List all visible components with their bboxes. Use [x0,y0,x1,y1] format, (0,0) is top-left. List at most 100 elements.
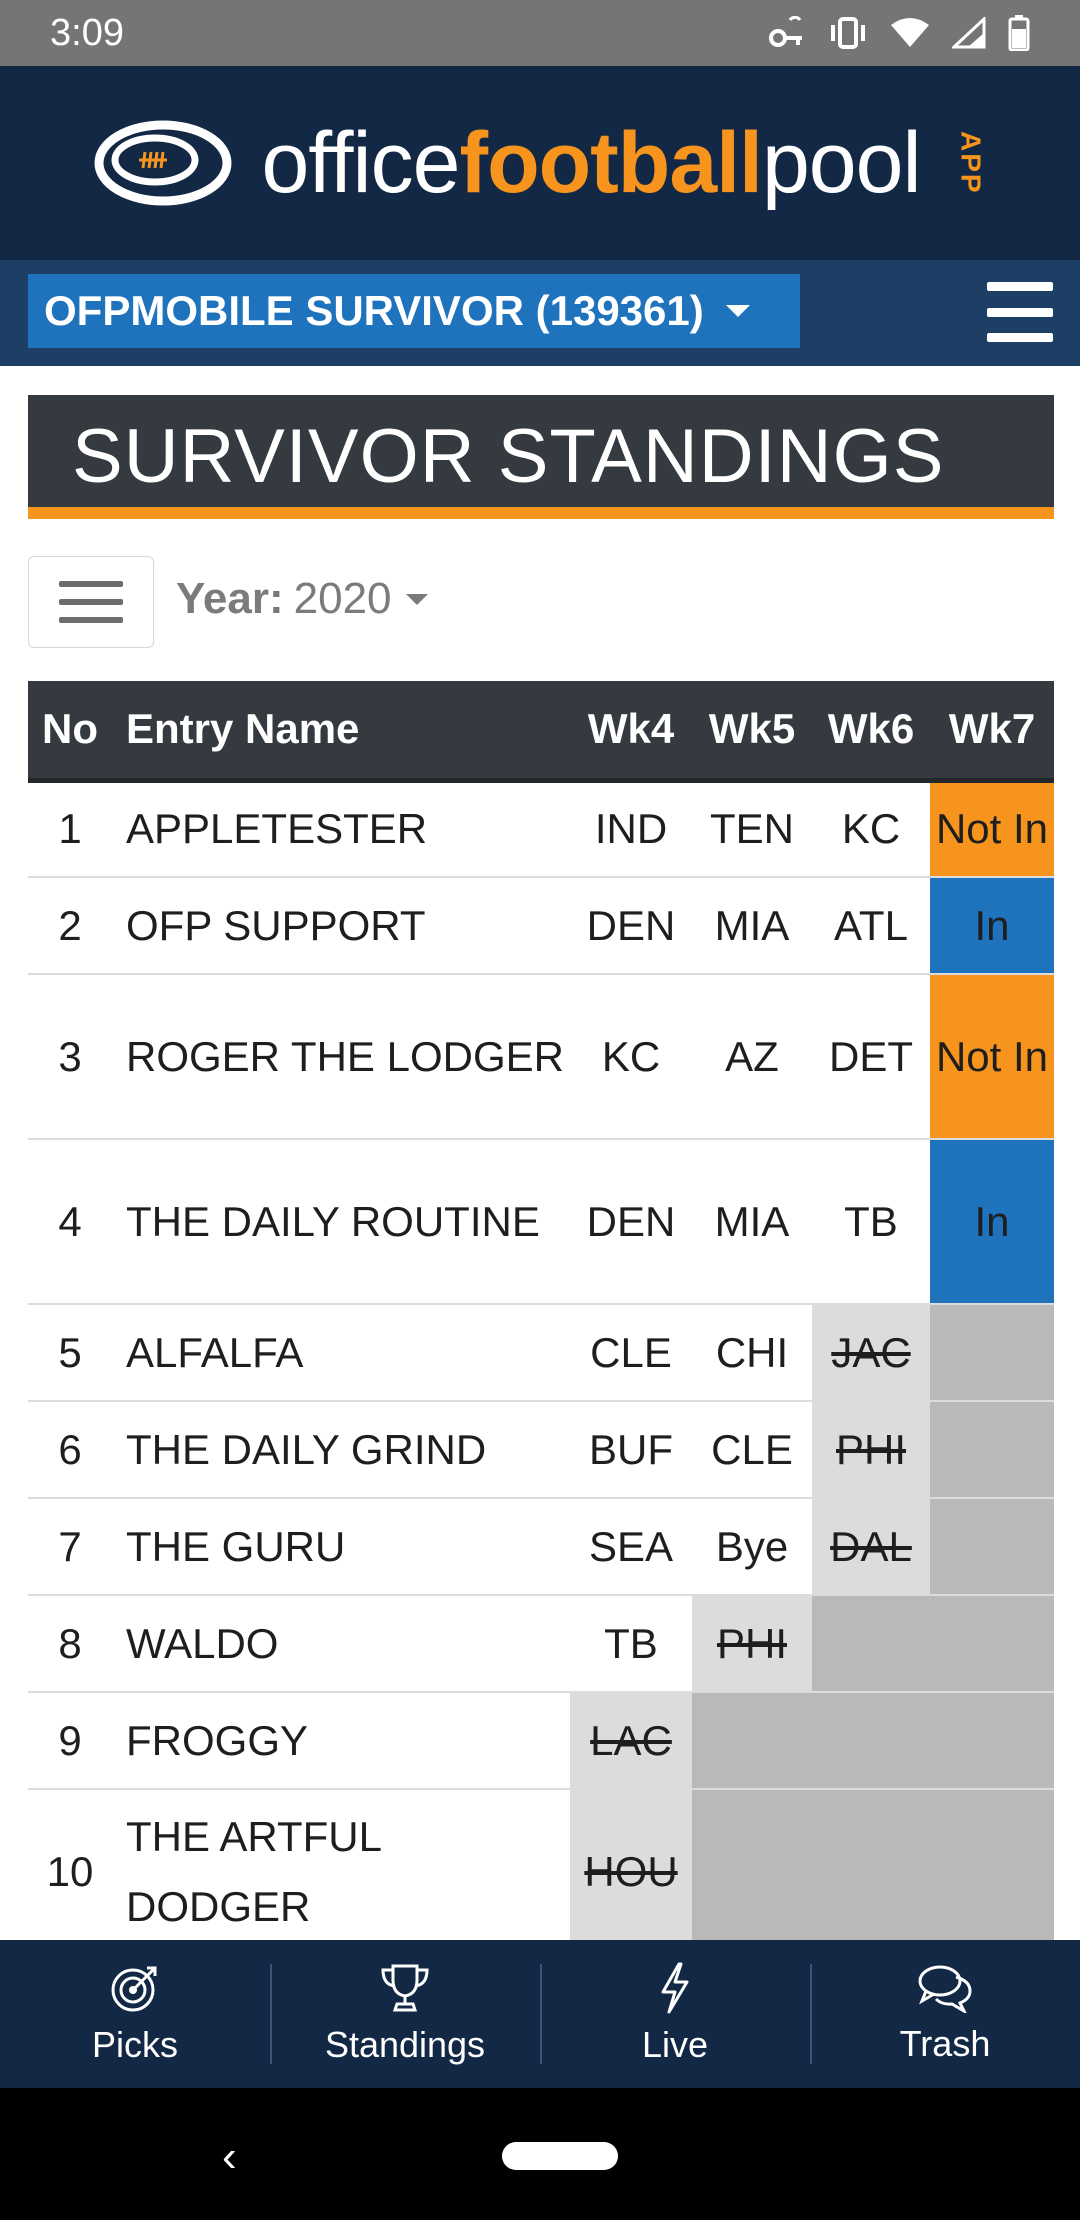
table-row[interactable]: 9 FROGGY LAC [28,1691,1054,1789]
nav-trash-label: Trash [899,2023,991,2064]
league-dropdown[interactable]: OFPMOBILE SURVIVOR (139361) [28,274,800,348]
eliminated-pick-wk6: JAC [812,1303,930,1401]
logo-pool-text: pool [761,115,922,211]
nav-live[interactable]: Live [540,1940,810,2088]
table-row[interactable]: 3 ROGER THE LODGER KC AZ DET Not In [28,973,1054,1139]
nav-standings[interactable]: Standings [270,1940,540,2088]
nav-standings-label: Standings [324,2024,486,2065]
eliminated-cell-wk7 [930,1400,1054,1498]
entry-name[interactable]: THE GURU [112,1497,570,1595]
nav-picks[interactable]: Picks [0,1940,270,2088]
row-number: 9 [28,1691,112,1789]
row-number: 7 [28,1497,112,1595]
row-number: 2 [28,876,112,974]
pick-wk5: CHI [692,1303,812,1401]
table-row[interactable]: 5 ALFALFA CLE CHI JAC [28,1303,1054,1401]
pick-wk4: DEN [570,1138,692,1304]
year-value: 2020 [293,574,392,623]
eliminated-pick-wk4: HOU [570,1788,692,1954]
entry-name[interactable]: ALFALFA [112,1303,570,1401]
back-icon[interactable]: ‹ [222,2132,237,2181]
eliminated-cell-wk7 [930,1691,1054,1789]
pick-wk5: MIA [692,876,812,974]
nav-trash[interactable]: Trash [810,1940,1080,2088]
entry-name[interactable]: FROGGY [112,1691,570,1789]
row-number: 4 [28,1138,112,1304]
pick-wk6: TB [812,1138,930,1304]
pick-wk5: Bye [692,1497,812,1595]
column-header-no[interactable]: No [28,681,112,783]
pick-status-wk7: Not In [930,973,1054,1139]
home-pill-icon[interactable] [502,2142,618,2170]
menu-icon[interactable] [987,282,1053,342]
column-header-wk6[interactable]: Wk6 [812,681,930,783]
status-bar: 3:09 [0,0,1080,66]
eliminated-cell-wk5 [692,1788,812,1954]
eliminated-cell-wk6 [812,1788,930,1954]
eliminated-cell-wk7 [930,1303,1054,1401]
logo-office-text: office [261,115,460,211]
logo-football-text: football [459,115,762,211]
logo-app-badge: APP [955,131,987,195]
row-number: 10 [28,1788,112,1954]
column-header-wk7[interactable]: Wk7 [930,681,1054,783]
eliminated-pick-wk6: DAL [812,1497,930,1595]
logo-wordmark: officefootballpool [261,120,921,206]
eliminated-cell-wk5 [692,1691,812,1789]
table-row[interactable]: 10 THE ARTFUL DODGER HOU [28,1788,1054,1954]
table-header-row: No Entry Name Wk4 Wk5 Wk6 Wk7 [28,681,1054,783]
eliminated-pick-wk4: LAC [570,1691,692,1789]
row-number: 1 [28,779,112,877]
table-row[interactable]: 6 THE DAILY GRIND BUF CLE PHI [28,1400,1054,1498]
table-row[interactable]: 7 THE GURU SEA Bye DAL [28,1497,1054,1595]
entry-name[interactable]: THE ARTFUL DODGER [112,1788,570,1954]
bottom-nav: Picks Standings Live Trash [0,1940,1080,2088]
table-row[interactable]: 8 WALDO TB PHI [28,1594,1054,1692]
nav-picks-label: Picks [91,2024,178,2065]
pick-wk4: IND [570,779,692,877]
target-icon [111,1966,157,2012]
pick-wk6: ATL [812,876,930,974]
entry-name[interactable]: THE DAILY GRIND [112,1400,570,1498]
pick-wk4: KC [570,973,692,1139]
pick-status-wk7: Not In [930,779,1054,877]
caret-down-icon [725,305,750,317]
table-row[interactable]: 1 APPLETESTER IND TEN KC Not In [28,779,1054,877]
eliminated-pick-wk6: PHI [812,1400,930,1498]
pick-wk5: AZ [692,973,812,1139]
eliminated-cell-wk6 [812,1594,930,1692]
filter-menu-button[interactable] [28,556,154,648]
page-title-block: SURVIVOR STANDINGS [28,395,1054,519]
standings-table: No Entry Name Wk4 Wk5 Wk6 Wk7 1 APPLETES… [28,681,1054,1954]
nav-live-label: Live [641,2024,709,2065]
wifi-icon [891,18,929,47]
entry-name[interactable]: ROGER THE LODGER [112,973,570,1139]
pick-status-wk7: In [930,1138,1054,1304]
cell-signal-icon [952,17,986,49]
eliminated-cell-wk7 [930,1594,1054,1692]
chat-bubbles-icon [918,1965,972,2013]
year-label: Year: [176,574,284,623]
column-header-entry-name[interactable]: Entry Name [112,681,570,783]
page-title: SURVIVOR STANDINGS [72,414,945,499]
pick-wk4: SEA [570,1497,692,1595]
eliminated-cell-wk6 [812,1691,930,1789]
vpn-key-icon [769,16,802,47]
table-row[interactable]: 4 THE DAILY ROUTINE DEN MIA TB In [28,1138,1054,1304]
app-logo: officefootballpool APP [93,118,987,208]
table-row[interactable]: 2 OFP SUPPORT DEN MIA ATL In [28,876,1054,974]
vibrate-icon [831,17,865,49]
league-bar: OFPMOBILE SURVIVOR (139361) [0,260,1080,366]
entry-name[interactable]: OFP SUPPORT [112,876,570,974]
row-number: 3 [28,973,112,1139]
pick-wk5: TEN [692,779,812,877]
column-header-wk5[interactable]: Wk5 [692,681,812,783]
column-header-wk4[interactable]: Wk4 [570,681,692,783]
entry-name[interactable]: APPLETESTER [112,779,570,877]
year-dropdown[interactable]: Year: 2020 [176,574,428,624]
entry-name[interactable]: THE DAILY ROUTINE [112,1138,570,1304]
pick-wk5: MIA [692,1138,812,1304]
entry-name[interactable]: WALDO [112,1594,570,1692]
status-icons [768,15,1030,51]
trophy-icon [381,1964,429,2012]
